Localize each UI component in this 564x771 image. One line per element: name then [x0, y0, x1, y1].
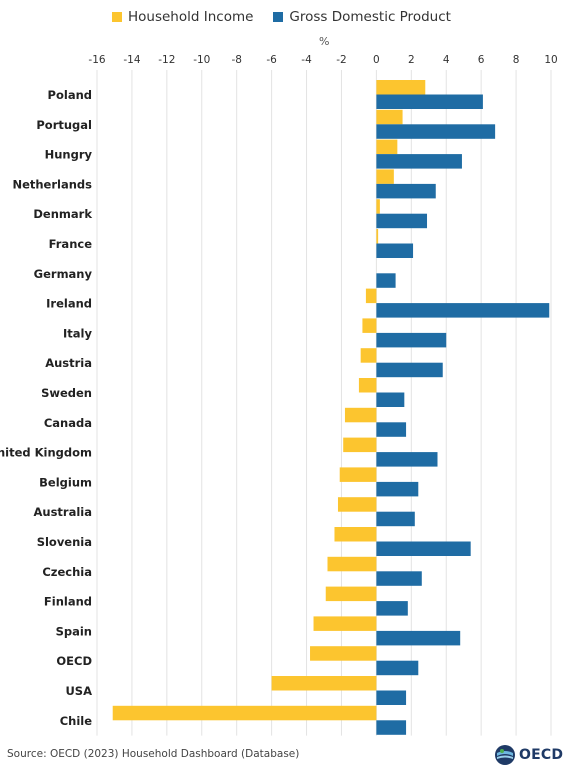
- bar-gdp: [376, 660, 419, 676]
- bar-gdp: [376, 124, 496, 139]
- bar-household-income: [327, 556, 377, 572]
- category-label: United Kingdom: [0, 446, 92, 460]
- bar-gdp: [376, 243, 414, 258]
- x-tick-label: -2: [336, 54, 346, 66]
- x-tick-label: 4: [443, 54, 450, 66]
- bar-household-income: [334, 527, 377, 542]
- bar-household-income: [310, 646, 377, 661]
- category-label: Chile: [60, 714, 93, 728]
- bar-household-income: [376, 199, 380, 214]
- category-label: France: [49, 237, 93, 251]
- category-label: Ireland: [46, 297, 92, 311]
- x-tick-label: 0: [373, 54, 380, 66]
- legend-item-gdp: Gross Domestic Product: [273, 9, 451, 25]
- category-label: Czechia: [42, 565, 92, 579]
- bar-gdp: [376, 273, 396, 288]
- legend: Household Income Gross Domestic Product: [112, 9, 471, 25]
- bar-gdp: [376, 481, 419, 497]
- bar-gdp: [376, 571, 422, 586]
- legend-swatch-gdp: [273, 12, 284, 22]
- category-label: OECD: [56, 654, 92, 668]
- bar-gdp: [376, 541, 471, 556]
- bar-gdp: [376, 213, 428, 229]
- bar-household-income: [376, 169, 394, 184]
- bar-gdp: [376, 392, 405, 407]
- axis-unit-label: %: [319, 35, 330, 48]
- bar-household-income: [376, 80, 426, 95]
- bar-household-income: [376, 139, 398, 155]
- category-label: Portugal: [36, 118, 92, 132]
- bar-gdp: [376, 332, 447, 348]
- legend-swatch-household-income: [112, 12, 122, 22]
- category-label: Australia: [33, 505, 92, 519]
- bar-gdp: [376, 690, 407, 705]
- bar-household-income: [360, 348, 377, 363]
- x-tick-label: 6: [478, 54, 485, 66]
- category-label: Spain: [56, 624, 92, 638]
- bar-household-income: [365, 288, 377, 304]
- category-label: Germany: [34, 267, 93, 281]
- bar-household-income: [376, 229, 379, 244]
- oecd-logo-icon: [495, 745, 515, 765]
- oecd-logo: OECD: [494, 744, 563, 766]
- bar-gdp: [376, 183, 436, 199]
- bar-household-income: [376, 109, 403, 125]
- bar-household-income: [112, 705, 377, 721]
- bar-gdp: [376, 422, 407, 437]
- legend-item-household-income: Household Income: [112, 9, 253, 25]
- legend-label-household-income: Household Income: [128, 9, 254, 25]
- bar-gdp: [376, 94, 483, 109]
- category-label: Slovenia: [37, 535, 92, 549]
- bar-household-income: [339, 467, 377, 482]
- category-label: Denmark: [33, 207, 92, 221]
- category-label: Netherlands: [12, 177, 92, 191]
- x-tick-label: -4: [301, 54, 312, 66]
- bar-household-income: [362, 318, 377, 333]
- category-label: USA: [65, 684, 92, 698]
- category-label: Belgium: [39, 475, 92, 489]
- bar-household-income: [271, 676, 377, 691]
- bar-household-income: [337, 497, 377, 512]
- category-label: Canada: [44, 416, 92, 430]
- category-label: Poland: [48, 88, 92, 102]
- bar-household-income: [358, 378, 377, 393]
- x-tick-label: 8: [513, 54, 520, 66]
- source-note: Source: OECD (2023) Household Dashboard …: [7, 748, 300, 760]
- bar-gdp: [376, 511, 415, 527]
- bar-gdp: [376, 154, 462, 169]
- x-tick-label: 2: [408, 54, 415, 66]
- x-tick-label: -16: [88, 54, 105, 66]
- x-tick-label: 10: [544, 54, 557, 66]
- x-tick-label: -6: [266, 54, 277, 66]
- bar-gdp: [376, 452, 438, 467]
- x-tick-label: -14: [123, 54, 140, 66]
- legend-label-gdp: Gross Domestic Product: [289, 9, 451, 25]
- x-tick-label: -12: [158, 54, 175, 66]
- oecd-logo-text: OECD: [519, 747, 564, 763]
- x-tick-label: -10: [193, 54, 210, 66]
- bar-gdp: [376, 362, 443, 378]
- bar-gdp: [376, 601, 408, 616]
- bar-gdp: [376, 303, 550, 318]
- category-label: Finland: [44, 595, 92, 609]
- bar-household-income: [313, 616, 377, 631]
- category-label: Sweden: [41, 386, 92, 400]
- category-label: Italy: [63, 326, 92, 340]
- bar-household-income: [325, 586, 377, 602]
- category-label: Hungry: [45, 148, 93, 162]
- category-label: Austria: [45, 356, 92, 370]
- bar-gdp: [376, 630, 461, 646]
- bar-gdp: [376, 720, 407, 735]
- x-tick-label: -8: [231, 54, 241, 66]
- bar-household-income: [343, 437, 377, 453]
- bar-household-income: [344, 407, 377, 423]
